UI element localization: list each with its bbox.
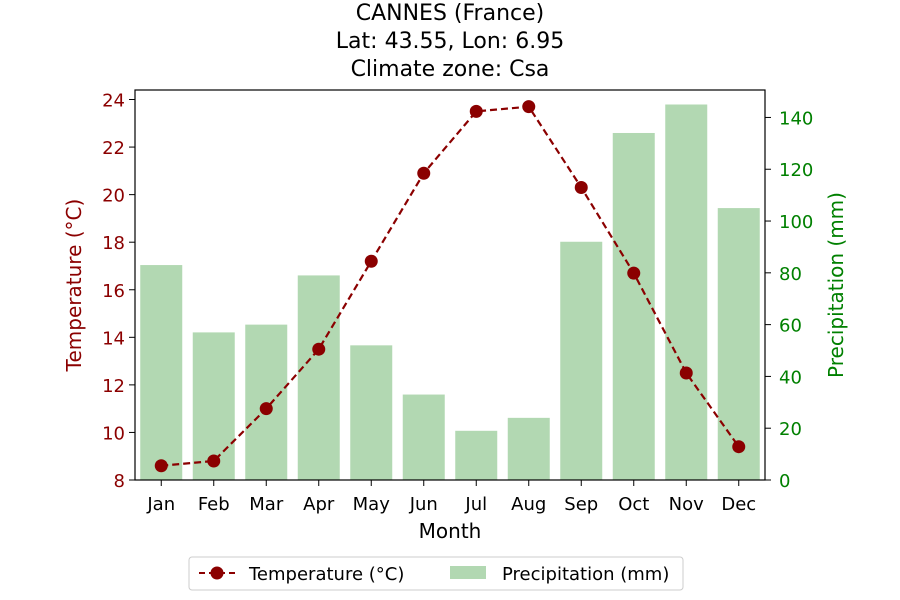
precipitation-bar — [350, 345, 393, 480]
legend: Temperature (°C) Precipitation (mm) — [188, 556, 684, 591]
precipitation-bar — [612, 132, 655, 481]
temperature-tick-label: 22 — [102, 138, 125, 159]
temperature-point — [732, 440, 746, 454]
month-tick-label: Aug — [511, 494, 546, 515]
precipitation-axis-label: Precipitation (mm) — [824, 192, 848, 378]
temperature-point — [522, 100, 536, 114]
precipitation-bar — [560, 241, 603, 480]
temperature-point — [154, 459, 168, 473]
temperature-line — [154, 100, 746, 473]
legend-temperature-marker — [210, 566, 224, 580]
precipitation-bar — [455, 430, 498, 480]
chart-title-line-3: Climate zone: Csa — [350, 57, 550, 82]
legend-precipitation-swatch — [450, 566, 486, 579]
temperature-point — [469, 104, 483, 118]
temperature-point — [312, 342, 326, 356]
legend-box — [188, 556, 684, 591]
temperature-series-line — [161, 105, 740, 467]
temperature-point — [207, 454, 221, 468]
temperature-tick-label: 24 — [102, 91, 125, 112]
temperature-point — [364, 254, 378, 268]
legend-precipitation-label: Precipitation (mm) — [502, 564, 669, 585]
precipitation-bar — [297, 275, 340, 480]
month-tick-label: Feb — [198, 494, 230, 515]
month-tick-label: Dec — [721, 494, 756, 515]
month-tick-label: Jan — [146, 494, 175, 515]
precipitation-bar — [665, 104, 708, 481]
temperature-tick-label: 10 — [102, 423, 125, 444]
temperature-axis-label: Temperature (°C) — [62, 199, 86, 373]
temperature-point — [574, 181, 588, 194]
plot-frame — [134, 89, 766, 481]
precipitation-tick-label: 40 — [779, 367, 802, 388]
month-tick-label: Jul — [464, 494, 487, 515]
precipitation-tick-label: 120 — [779, 160, 813, 181]
temperature-tick-label: 16 — [102, 281, 125, 302]
month-tick-label: Mar — [249, 494, 284, 515]
temperature-tick-label: 20 — [102, 186, 125, 207]
month-tick-label: May — [353, 494, 391, 515]
precipitation-bars — [140, 104, 760, 481]
precipitation-tick-label: 60 — [779, 316, 802, 337]
month-tick-label: Apr — [303, 494, 335, 515]
precipitation-bar — [140, 265, 183, 480]
temperature-tick-label: 8 — [114, 471, 125, 492]
precipitation-tick-label: 0 — [779, 471, 790, 492]
temperature-tick-label: 12 — [102, 376, 125, 397]
precipitation-tick-label: 20 — [779, 419, 802, 440]
x-axis-label: Month — [419, 519, 482, 543]
temperature-point — [627, 266, 641, 280]
temperature-point — [417, 166, 431, 180]
precipitation-bar — [507, 417, 550, 480]
precipitation-tick-label: 140 — [779, 108, 813, 129]
temperature-tick-label: 14 — [102, 328, 125, 349]
chart-title-line-2: Lat: 43.55, Lon: 6.95 — [335, 29, 565, 54]
temperature-point — [259, 402, 273, 416]
precipitation-tick-label: 80 — [779, 264, 802, 285]
precipitation-bar — [402, 394, 445, 480]
precipitation-axis: 0 20 40 60 80 100 120 140 — [765, 108, 813, 492]
legend-temperature-label: Temperature (°C) — [248, 564, 404, 585]
temperature-tick-label: 18 — [102, 233, 125, 254]
month-tick-label: Sep — [564, 494, 598, 515]
precipitation-bar — [717, 208, 760, 480]
month-tick-label: Nov — [669, 494, 704, 515]
temperature-point — [679, 366, 693, 380]
precipitation-tick-label: 100 — [779, 212, 813, 233]
month-axis: Jan Feb Mar Apr May Jun Jul Aug Sep Oct Nov Dec — [146, 480, 756, 515]
temperature-axis: 8 10 12 14 16 18 20 22 24 — [102, 91, 135, 492]
chart-title-line-1: CANNES (France) — [355, 1, 545, 26]
month-tick-label: Jun — [409, 494, 438, 515]
month-tick-label: Oct — [618, 494, 649, 515]
